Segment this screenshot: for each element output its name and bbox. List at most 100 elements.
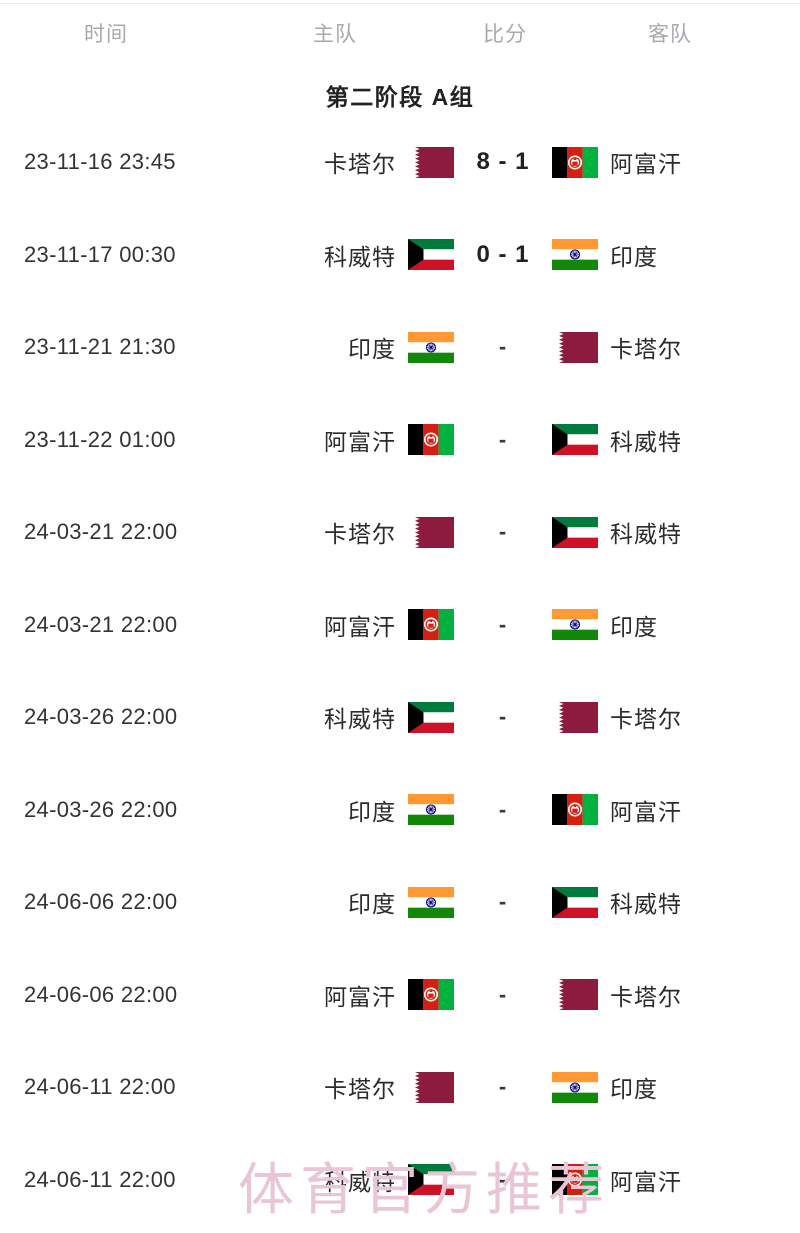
flag-icon-kuwait	[408, 1164, 454, 1196]
match-time: 23-11-16 23:45	[24, 149, 176, 175]
home-team-name: 科威特	[324, 706, 396, 733]
column-header-time: 时间	[84, 23, 128, 46]
home-team-cell[interactable]: 印度	[300, 330, 460, 364]
flag-icon-kuwait	[552, 886, 598, 918]
match-score-pending: -	[498, 889, 508, 915]
away-team-name: 卡塔尔	[610, 706, 682, 733]
match-row[interactable]: 23-11-21 21:30 印度 - 卡塔尔	[0, 301, 800, 394]
away-team-cell[interactable]: 印度	[546, 1070, 800, 1104]
match-row[interactable]: 24-03-26 22:00 科威特 - 卡塔尔	[0, 671, 800, 764]
home-team-cell[interactable]: 卡塔尔	[300, 515, 460, 549]
home-team-cell[interactable]: 印度	[300, 793, 460, 827]
match-row[interactable]: 23-11-22 01:00 阿富汗 - 科威特	[0, 394, 800, 487]
away-team-name: 阿富汗	[610, 798, 682, 825]
away-team-cell[interactable]: 科威特	[546, 515, 800, 549]
column-header-home: 主队	[313, 23, 357, 46]
match-row[interactable]: 24-03-21 22:00 阿富汗 - 印度	[0, 579, 800, 672]
home-team-name: 阿富汗	[324, 428, 396, 455]
home-team-name: 印度	[348, 798, 396, 825]
flag-icon-india	[408, 794, 454, 826]
match-time: 24-03-21 22:00	[24, 611, 178, 637]
away-team-name: 阿富汗	[610, 1168, 682, 1195]
away-team-name: 印度	[610, 1076, 658, 1103]
home-team-cell[interactable]: 印度	[300, 885, 460, 919]
match-row[interactable]: 24-03-26 22:00 印度 - 阿富汗	[0, 764, 800, 857]
away-team-name: 印度	[610, 613, 658, 640]
home-team-name: 阿富汗	[324, 613, 396, 640]
match-score: 8 - 1	[476, 148, 530, 176]
top-divider	[0, 3, 800, 4]
home-team-name: 卡塔尔	[324, 151, 396, 178]
away-team-cell[interactable]: 阿富汗	[546, 793, 800, 827]
away-team-cell[interactable]: 卡塔尔	[546, 700, 800, 734]
match-row[interactable]: 24-06-11 22:00 科威特 - 阿富汗	[0, 1134, 800, 1227]
flag-icon-qatar	[408, 146, 454, 178]
home-team-cell[interactable]: 阿富汗	[300, 423, 460, 457]
home-team-name: 科威特	[324, 243, 396, 270]
flag-icon-kuwait	[408, 701, 454, 733]
section-title: 第二阶段 A组	[325, 84, 475, 110]
away-team-cell[interactable]: 卡塔尔	[546, 330, 800, 364]
match-time: 24-03-26 22:00	[24, 704, 178, 730]
match-time: 23-11-17 00:30	[24, 241, 176, 267]
away-team-name: 科威特	[610, 891, 682, 918]
away-team-name: 卡塔尔	[610, 983, 682, 1010]
match-row[interactable]: 23-11-17 00:30 科威特 0 - 1 印度	[0, 209, 800, 302]
flag-icon-afghanistan	[408, 979, 454, 1011]
flag-icon-kuwait	[552, 516, 598, 548]
match-row[interactable]: 24-06-06 22:00 阿富汗 - 卡塔尔	[0, 949, 800, 1042]
home-team-name: 卡塔尔	[324, 1076, 396, 1103]
away-team-name: 卡塔尔	[610, 336, 682, 363]
column-header-away: 客队	[648, 23, 692, 46]
away-team-name: 科威特	[610, 428, 682, 455]
away-team-cell[interactable]: 印度	[546, 238, 800, 272]
match-row[interactable]: 23-11-16 23:45 卡塔尔 8 - 1 阿富汗	[0, 116, 800, 209]
match-score-pending: -	[498, 426, 508, 452]
match-time: 23-11-21 21:30	[24, 334, 176, 360]
flag-icon-afghanistan	[552, 146, 598, 178]
match-time: 23-11-22 01:00	[24, 426, 176, 452]
match-time: 24-06-11 22:00	[24, 1166, 176, 1192]
match-time: 24-06-06 22:00	[24, 981, 178, 1007]
home-team-cell[interactable]: 科威特	[300, 238, 460, 272]
match-score-pending: -	[498, 334, 508, 360]
match-row[interactable]: 24-06-06 22:00 印度 - 科威特	[0, 856, 800, 949]
away-team-name: 科威特	[610, 521, 682, 548]
match-row[interactable]: 24-06-11 22:00 卡塔尔 - 印度	[0, 1041, 800, 1134]
flag-icon-india	[408, 331, 454, 363]
away-team-cell[interactable]: 科威特	[546, 885, 800, 919]
match-time: 24-06-06 22:00	[24, 889, 178, 915]
home-team-cell[interactable]: 卡塔尔	[300, 145, 460, 179]
flag-icon-india	[552, 239, 598, 271]
flag-icon-india	[408, 886, 454, 918]
home-team-cell[interactable]: 阿富汗	[300, 608, 460, 642]
home-team-name: 科威特	[324, 1168, 396, 1195]
match-row[interactable]: 24-03-21 22:00 卡塔尔 - 科威特	[0, 486, 800, 579]
away-team-cell[interactable]: 科威特	[546, 423, 800, 457]
flag-icon-kuwait	[552, 424, 598, 456]
home-team-cell[interactable]: 卡塔尔	[300, 1070, 460, 1104]
flag-icon-qatar	[552, 701, 598, 733]
home-team-cell[interactable]: 科威特	[300, 1163, 460, 1197]
away-team-cell[interactable]: 印度	[546, 608, 800, 642]
match-score-pending: -	[498, 981, 508, 1007]
flag-icon-qatar	[552, 979, 598, 1011]
match-time: 24-03-26 22:00	[24, 796, 178, 822]
away-team-cell[interactable]: 阿富汗	[546, 1163, 800, 1197]
away-team-cell[interactable]: 阿富汗	[546, 145, 800, 179]
flag-icon-afghanistan	[408, 609, 454, 641]
match-time: 24-06-11 22:00	[24, 1074, 176, 1100]
flag-icon-afghanistan	[552, 1164, 598, 1196]
away-team-cell[interactable]: 卡塔尔	[546, 978, 800, 1012]
table-column-headers: 时间 主队 比分 客队	[0, 18, 800, 72]
home-team-cell[interactable]: 科威特	[300, 700, 460, 734]
flag-icon-afghanistan	[552, 794, 598, 826]
home-team-name: 卡塔尔	[324, 521, 396, 548]
flag-icon-kuwait	[408, 239, 454, 271]
flag-icon-afghanistan	[408, 424, 454, 456]
match-score-pending: -	[498, 1166, 508, 1192]
match-score-pending: -	[498, 704, 508, 730]
away-team-name: 阿富汗	[610, 151, 682, 178]
home-team-name: 印度	[348, 336, 396, 363]
home-team-cell[interactable]: 阿富汗	[300, 978, 460, 1012]
